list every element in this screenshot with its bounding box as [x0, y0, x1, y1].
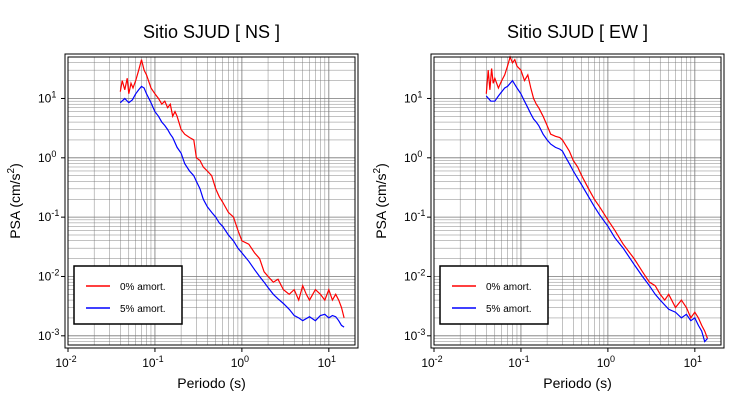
x-tick-exponent: 0	[610, 354, 615, 364]
y-tick-base: 10	[404, 329, 418, 343]
x-tick-base: 10	[508, 356, 522, 370]
y-axis-label-main: PSA (cm/s	[373, 173, 389, 238]
plot-frame	[67, 56, 356, 346]
x-tick-base: 10	[421, 356, 435, 370]
y-tick-exponent: -2	[51, 267, 59, 277]
y-tick-label: 101	[38, 89, 56, 105]
y-tick-exponent: -1	[417, 208, 425, 218]
x-tick-label: 10-2	[421, 354, 442, 370]
y-tick-exponent: -3	[51, 327, 59, 337]
legend-label: 5% amort.	[120, 304, 166, 315]
legend: 0% amort. 5% amort.	[73, 265, 183, 325]
y-axis-label-end: )	[7, 163, 23, 168]
legend-label: 0% amort.	[120, 282, 166, 293]
y-tick-label: 10-3	[404, 327, 425, 343]
legend-label: 5% amort.	[486, 304, 532, 315]
series-line-damped	[119, 85, 345, 328]
grid	[68, 57, 355, 345]
y-axis-label-sup: 2	[6, 167, 17, 173]
y-tick-label: 10-1	[38, 208, 59, 224]
x-tick-base: 10	[684, 356, 698, 370]
series-line-undamped	[485, 55, 709, 339]
x-tick-label: 10-2	[55, 354, 76, 370]
plot-frame-outer	[430, 53, 725, 349]
y-tick-exponent: 1	[417, 89, 422, 99]
x-tick-exponent: -1	[156, 354, 164, 364]
x-axis-label: Periodo (s)	[177, 375, 245, 391]
y-axis-label: PSA (cm/s2)	[6, 163, 23, 239]
chart-title: Sitio SJUD [ EW ]	[507, 22, 648, 42]
y-tick-label: 100	[38, 149, 56, 165]
series-line-undamped	[119, 59, 345, 319]
y-tick-exponent: 0	[51, 149, 56, 159]
legend: 0% amort. 5% amort.	[439, 265, 549, 325]
x-tick-base: 10	[318, 356, 332, 370]
x-tick-base: 10	[55, 356, 69, 370]
x-tick-exponent: -1	[522, 354, 530, 364]
y-axis-label: PSA (cm/s2)	[372, 163, 389, 239]
chart-title: Sitio SJUD [ NS ]	[143, 22, 280, 42]
y-axis-label-end: )	[373, 163, 389, 168]
x-tick-label: 100	[597, 354, 615, 370]
y-tick-base: 10	[404, 151, 418, 165]
x-axis-label: Periodo (s)	[543, 375, 611, 391]
y-tick-label: 10-1	[404, 208, 425, 224]
y-tick-label: 10-2	[38, 267, 59, 283]
plot-frame-outer	[64, 53, 359, 349]
y-tick-base: 10	[404, 269, 418, 283]
series-line-damped	[485, 79, 708, 343]
y-axis-label-main: PSA (cm/s	[7, 173, 23, 238]
y-tick-label: 101	[404, 89, 422, 105]
y-tick-exponent: 0	[417, 149, 422, 159]
legend-box	[73, 265, 183, 325]
x-tick-label: 10-1	[142, 354, 163, 370]
x-tick-base: 10	[597, 356, 611, 370]
y-tick-label: 10-2	[404, 267, 425, 283]
y-tick-label: 10-3	[38, 327, 59, 343]
x-tick-label: 100	[231, 354, 249, 370]
y-tick-base: 10	[38, 151, 52, 165]
x-tick-exponent: 1	[331, 354, 336, 364]
y-tick-exponent: -2	[417, 267, 425, 277]
x-tick-exponent: -2	[435, 354, 443, 364]
y-axis-label-sup: 2	[372, 167, 383, 173]
y-tick-base: 10	[38, 91, 52, 105]
x-tick-exponent: 0	[244, 354, 249, 364]
y-tick-base: 10	[38, 329, 52, 343]
x-tick-exponent: -2	[69, 354, 77, 364]
x-tick-label: 10-1	[508, 354, 529, 370]
y-tick-base: 10	[38, 210, 52, 224]
x-tick-exponent: 1	[697, 354, 702, 364]
y-tick-exponent: 1	[51, 89, 56, 99]
x-tick-label: 101	[318, 354, 336, 370]
legend-box	[439, 265, 549, 325]
x-tick-base: 10	[231, 356, 245, 370]
y-tick-exponent: -1	[51, 208, 59, 218]
y-tick-label: 100	[404, 149, 422, 165]
x-tick-base: 10	[142, 356, 156, 370]
y-tick-base: 10	[38, 269, 52, 283]
y-tick-base: 10	[404, 91, 418, 105]
y-tick-exponent: -3	[417, 327, 425, 337]
plot-frame	[433, 56, 722, 346]
legend-label: 0% amort.	[486, 282, 532, 293]
x-tick-label: 101	[684, 354, 702, 370]
y-tick-base: 10	[404, 210, 418, 224]
